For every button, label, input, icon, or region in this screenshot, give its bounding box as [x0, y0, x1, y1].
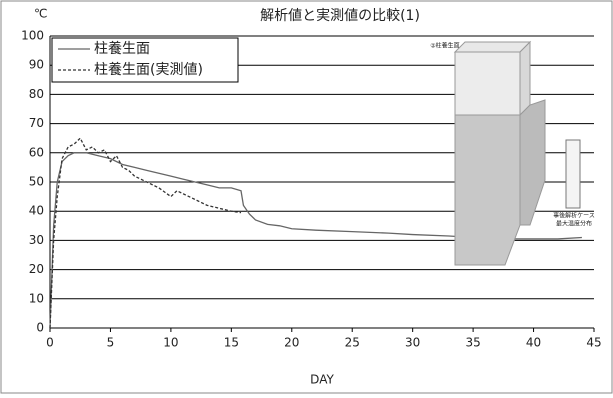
x-tick-label: 15	[224, 336, 239, 350]
chart-title: 解析値と実測値の比較(1)	[260, 8, 420, 24]
x-tick-label: 20	[284, 336, 299, 350]
x-tick-label: 0	[46, 336, 54, 350]
annotation: 最大温度分布	[556, 220, 592, 228]
y-tick-label: 30	[29, 233, 44, 247]
y-tick-label: 70	[29, 116, 44, 130]
chart: 解析値と実測値の比較(1) ℃ DAY 01020304050607080901…	[0, 0, 613, 394]
y-tick-label: 40	[29, 204, 44, 218]
annotation: 事後解析ケース	[553, 212, 595, 220]
x-tick-label: 25	[345, 336, 360, 350]
y-tick-label: 100	[21, 29, 44, 43]
x-tick-label: 45	[586, 336, 601, 350]
x-axis-label: DAY	[310, 373, 334, 387]
y-tick-label: 0	[36, 321, 44, 335]
y-tick-label: 20	[29, 262, 44, 276]
y-tick-label: 60	[29, 145, 44, 159]
y-tick-label: 50	[29, 175, 44, 189]
x-tick-label: 30	[405, 336, 420, 350]
y-unit: ℃	[34, 7, 47, 21]
x-tick-label: 10	[163, 336, 178, 350]
y-tick-label: 90	[29, 58, 44, 72]
legend-label: 柱養生面(実測値)	[94, 61, 203, 78]
y-tick-label: 80	[29, 87, 44, 101]
y-tick-label: 10	[29, 291, 44, 305]
x-tick-label: 5	[107, 336, 115, 350]
x-tick-label: 40	[526, 336, 541, 350]
annotation: ②柱養生面	[430, 42, 459, 50]
legend-label: 柱養生面	[94, 40, 150, 57]
x-tick-label: 35	[465, 336, 480, 350]
